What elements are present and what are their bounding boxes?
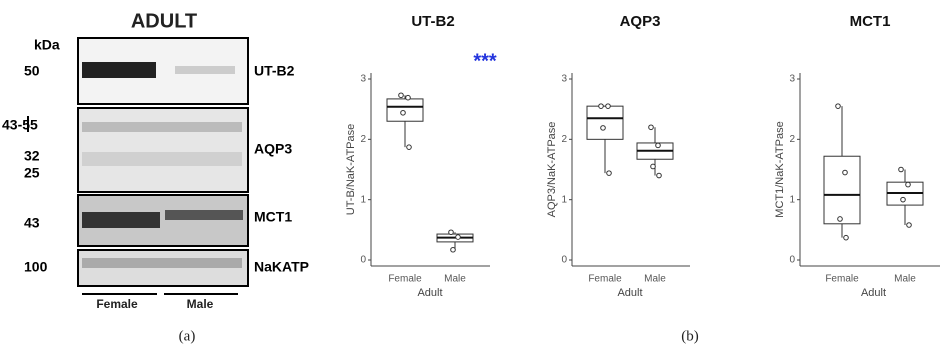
data-point bbox=[657, 173, 662, 178]
x-axis-label: Adult bbox=[861, 287, 886, 299]
y-tick-label: 0 bbox=[561, 255, 567, 266]
x-tick-label: Female bbox=[388, 274, 422, 285]
y-tick-label: 0 bbox=[789, 255, 795, 266]
kda-marker: 32 bbox=[24, 148, 40, 164]
data-point bbox=[606, 104, 611, 109]
data-point bbox=[449, 230, 454, 235]
y-tick-label: 0 bbox=[360, 255, 366, 266]
x-tick-label: Female bbox=[825, 274, 859, 285]
data-point bbox=[907, 223, 912, 228]
data-point bbox=[901, 197, 906, 202]
kda-marker: 100 bbox=[24, 259, 48, 275]
y-tick-label: 3 bbox=[789, 74, 795, 85]
x-tick-label: Male bbox=[644, 274, 666, 285]
y-axis-label: UT-B/NaK-ATPase bbox=[345, 124, 357, 216]
band bbox=[165, 210, 243, 220]
data-point bbox=[651, 164, 656, 169]
chart-title: UT-B2 bbox=[411, 13, 454, 30]
data-point bbox=[451, 247, 456, 252]
x-axis-label: Adult bbox=[617, 287, 642, 299]
figure: ADULT kDa Female Male (a) (b) UT-B2 50 AQP… bbox=[0, 0, 945, 349]
data-point bbox=[607, 171, 612, 176]
kda-marker: 43-55 bbox=[2, 117, 38, 133]
x-tick-label: Female bbox=[588, 274, 622, 285]
x-tick-label: Male bbox=[894, 274, 916, 285]
band bbox=[82, 152, 242, 166]
data-point bbox=[406, 95, 411, 100]
band bbox=[82, 258, 242, 268]
group-label: Female bbox=[96, 297, 138, 311]
group-label: Male bbox=[187, 297, 214, 311]
blot-title: ADULT bbox=[131, 10, 197, 32]
kda-marker: 50 bbox=[24, 63, 40, 79]
y-tick-label: 1 bbox=[789, 194, 795, 205]
data-point bbox=[601, 126, 606, 131]
kda-label: kDa bbox=[34, 37, 60, 53]
x-tick-label: Male bbox=[444, 274, 466, 285]
kda-marker: 43 bbox=[24, 215, 40, 231]
significance: *** bbox=[473, 50, 497, 72]
x-axis-label: Adult bbox=[417, 287, 442, 299]
y-tick-label: 1 bbox=[360, 194, 366, 205]
y-tick-label: 2 bbox=[789, 134, 795, 145]
data-point bbox=[407, 145, 412, 150]
kda-marker: 25 bbox=[24, 165, 40, 181]
strip-frame bbox=[78, 108, 248, 192]
data-point bbox=[401, 110, 406, 115]
panel-label: (a) bbox=[179, 328, 196, 344]
data-point bbox=[599, 104, 604, 109]
band bbox=[82, 212, 160, 228]
box bbox=[387, 99, 423, 121]
blot-strips bbox=[28, 38, 248, 294]
y-tick-label: 2 bbox=[360, 134, 366, 145]
data-point bbox=[844, 235, 849, 240]
data-point bbox=[649, 125, 654, 130]
data-point bbox=[399, 93, 404, 98]
protein-label: AQP3 bbox=[254, 141, 292, 157]
protein-label: UT-B2 bbox=[254, 63, 295, 79]
y-axis-label: AQP3/NaK-ATPase bbox=[546, 122, 558, 218]
data-point bbox=[906, 182, 911, 187]
y-axis-label: MCT1/NaK-ATPase bbox=[774, 121, 786, 217]
data-point bbox=[838, 217, 843, 222]
band bbox=[82, 122, 242, 132]
y-tick-label: 1 bbox=[561, 194, 567, 205]
band bbox=[175, 66, 235, 74]
band bbox=[82, 62, 156, 78]
y-tick-label: 3 bbox=[561, 74, 567, 85]
data-point bbox=[899, 167, 904, 172]
protein-label: MCT1 bbox=[254, 209, 292, 225]
y-tick-label: 2 bbox=[561, 134, 567, 145]
data-point bbox=[843, 170, 848, 175]
panel-label: (b) bbox=[681, 328, 699, 344]
protein-label: NaKATP bbox=[254, 259, 309, 275]
data-point bbox=[456, 235, 461, 240]
data-point bbox=[656, 143, 661, 148]
box bbox=[824, 156, 860, 224]
chart-title: AQP3 bbox=[620, 13, 661, 30]
data-point bbox=[836, 104, 841, 109]
chart-title: MCT1 bbox=[850, 13, 891, 30]
y-tick-label: 3 bbox=[360, 74, 366, 85]
box bbox=[587, 106, 623, 139]
